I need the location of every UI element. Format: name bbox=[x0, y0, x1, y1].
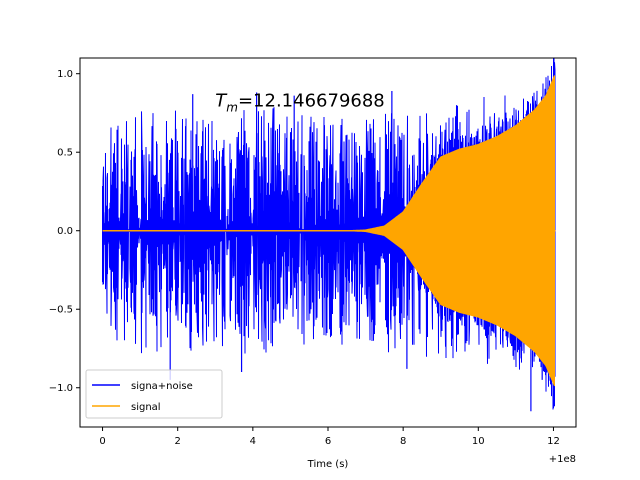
x-tick-label: 6 bbox=[325, 436, 331, 447]
tm-annotation-subscript: m bbox=[226, 100, 238, 114]
series-layer bbox=[102, 58, 556, 412]
x-tick-label: 10 bbox=[472, 436, 485, 447]
legend-label-signa-noise: signa+noise bbox=[131, 381, 193, 392]
y-tick-label: −0.5 bbox=[49, 305, 73, 316]
y-tick-label: −1.0 bbox=[49, 383, 73, 394]
tm-annotation-value: =12.146679688 bbox=[238, 90, 385, 111]
tm-annotation: Tm=12.146679688 bbox=[215, 90, 384, 114]
x-axis-ticks: 0 2 4 6 8 10 12 bbox=[99, 427, 560, 447]
x-tick-label: 8 bbox=[400, 436, 406, 447]
x-axis-offset-label: +1e8 bbox=[549, 454, 576, 465]
x-tick-label: 2 bbox=[175, 436, 181, 447]
y-axis-ticks: −1.0 −0.5 0.0 0.5 1.0 bbox=[49, 69, 80, 394]
y-tick-label: 1.0 bbox=[57, 69, 73, 80]
x-tick-label: 12 bbox=[547, 436, 560, 447]
y-tick-label: 0.5 bbox=[57, 148, 73, 159]
x-tick-label: 0 bbox=[99, 436, 105, 447]
y-tick-label: 0.0 bbox=[57, 226, 73, 237]
legend: signa+noise signal bbox=[85, 369, 223, 419]
tm-annotation-symbol: T bbox=[215, 90, 228, 111]
x-axis-label: Time (s) bbox=[307, 459, 349, 470]
x-tick-label: 4 bbox=[250, 436, 256, 447]
legend-label-signal: signal bbox=[131, 402, 161, 413]
